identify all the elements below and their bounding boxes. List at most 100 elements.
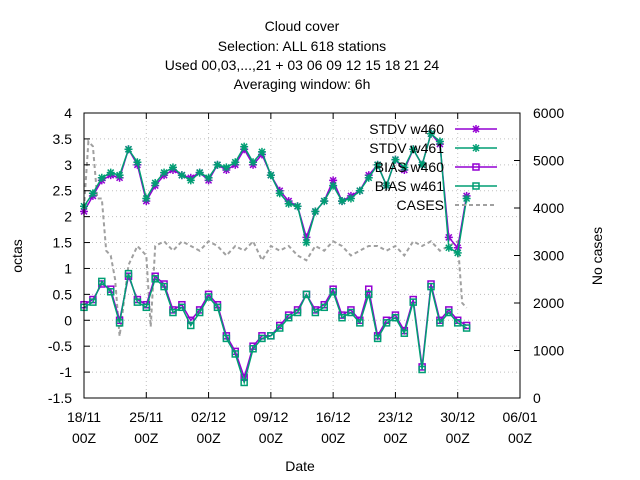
data-point (453, 319, 462, 327)
data-point (97, 173, 106, 182)
y-tick-label: 0 (64, 312, 72, 328)
data-point (266, 171, 275, 180)
data-point (151, 275, 159, 283)
data-point (329, 288, 337, 296)
data-point (124, 145, 133, 154)
x-tick-label: 09/12 (253, 409, 288, 425)
data-point (338, 313, 346, 322)
data-point (391, 313, 400, 322)
y-tick-label: 2.5 (53, 183, 73, 199)
data-point (98, 277, 106, 286)
data-point (177, 171, 186, 180)
data-point (409, 298, 417, 306)
data-point (400, 163, 409, 172)
data-point (231, 158, 240, 167)
data-point (418, 365, 426, 374)
legend-label: BIAS w461 (375, 178, 444, 194)
x-tick-label-time: 00Z (259, 430, 284, 446)
data-point (88, 189, 97, 198)
data-point (444, 233, 453, 242)
x-tick-label: 02/12 (191, 409, 226, 425)
data-point (373, 160, 382, 169)
x-tick-label-time: 00Z (446, 430, 471, 446)
y-tick-label: 4 (64, 105, 72, 121)
y2-tick-label: 4000 (533, 200, 564, 216)
x-tick-label-time: 00Z (134, 430, 159, 446)
data-point (346, 194, 355, 203)
legend-label: STDV w461 (369, 140, 444, 156)
y-tick-label: 3.5 (53, 131, 73, 147)
y2-tick-label: 5000 (533, 153, 564, 169)
y2-tick-label: 6000 (533, 105, 564, 121)
data-point (276, 324, 284, 332)
legend-marker (472, 182, 480, 190)
x-tick-label-time: 00Z (72, 430, 97, 446)
data-point (293, 308, 302, 317)
data-point (240, 378, 248, 387)
data-point (347, 308, 355, 317)
series-line-bias-w461 (83, 273, 467, 386)
chart-title: Cloud cover Selection: ALL 618 stations … (165, 18, 440, 92)
data-point (311, 308, 320, 317)
x-tick-label: 16/12 (316, 409, 351, 425)
y-tick-label: -1 (60, 364, 73, 380)
data-point (453, 243, 462, 252)
legend-marker (472, 163, 480, 171)
y2-tick-label: 3000 (533, 248, 564, 264)
data-point (356, 319, 364, 327)
data-point (391, 155, 400, 164)
data-point (106, 288, 115, 296)
data-point (204, 173, 213, 182)
data-point (115, 319, 124, 327)
y-tick-label: 2 (64, 209, 72, 225)
y2-axis-label: No cases (589, 227, 605, 285)
grid (84, 113, 520, 398)
data-point (186, 176, 195, 185)
x-tick-label: 06/01 (502, 409, 537, 425)
y-tick-label: -1.5 (48, 390, 72, 406)
data-point (382, 181, 391, 190)
x-tick-label-time: 00Z (321, 430, 346, 446)
data-point (257, 147, 266, 156)
data-point (400, 329, 409, 337)
data-point (133, 158, 142, 167)
y-tick-label: 3 (64, 157, 72, 173)
data-point (231, 350, 240, 358)
x-axis-label: Date (285, 458, 315, 474)
data-point (293, 202, 302, 211)
data-point (240, 142, 249, 151)
legend-label: STDV w460 (369, 121, 444, 137)
data-point (151, 178, 160, 187)
series-line-bias-w460 (83, 273, 467, 380)
data-layer (80, 129, 471, 387)
data-point (329, 181, 338, 190)
legend-label: CASES (397, 197, 444, 213)
data-point (168, 163, 177, 172)
y2-tick-label: 0 (533, 390, 541, 406)
data-point (302, 238, 311, 247)
x-tick-label: 25/11 (129, 409, 163, 425)
series-line-cases (83, 139, 468, 337)
data-point (89, 298, 97, 306)
y-tick-label: -0.5 (48, 338, 72, 354)
data-point (195, 308, 204, 317)
data-point (258, 334, 266, 343)
data-point (249, 158, 258, 167)
title-line-1: Cloud cover (265, 18, 340, 34)
data-point (222, 334, 231, 343)
data-point (382, 319, 391, 327)
y2-tick-label: 1000 (533, 343, 564, 359)
data-point (178, 303, 186, 312)
y-tick-label: 1 (64, 260, 72, 276)
data-point (453, 248, 462, 257)
title-line-2: Selection: ALL 618 stations (218, 38, 386, 54)
data-point (187, 321, 195, 330)
data-point (275, 189, 284, 198)
data-point (160, 168, 169, 177)
data-point (133, 298, 142, 306)
data-point (222, 163, 231, 172)
data-point (338, 197, 347, 206)
data-point (106, 168, 115, 177)
legend-marker (472, 125, 480, 133)
